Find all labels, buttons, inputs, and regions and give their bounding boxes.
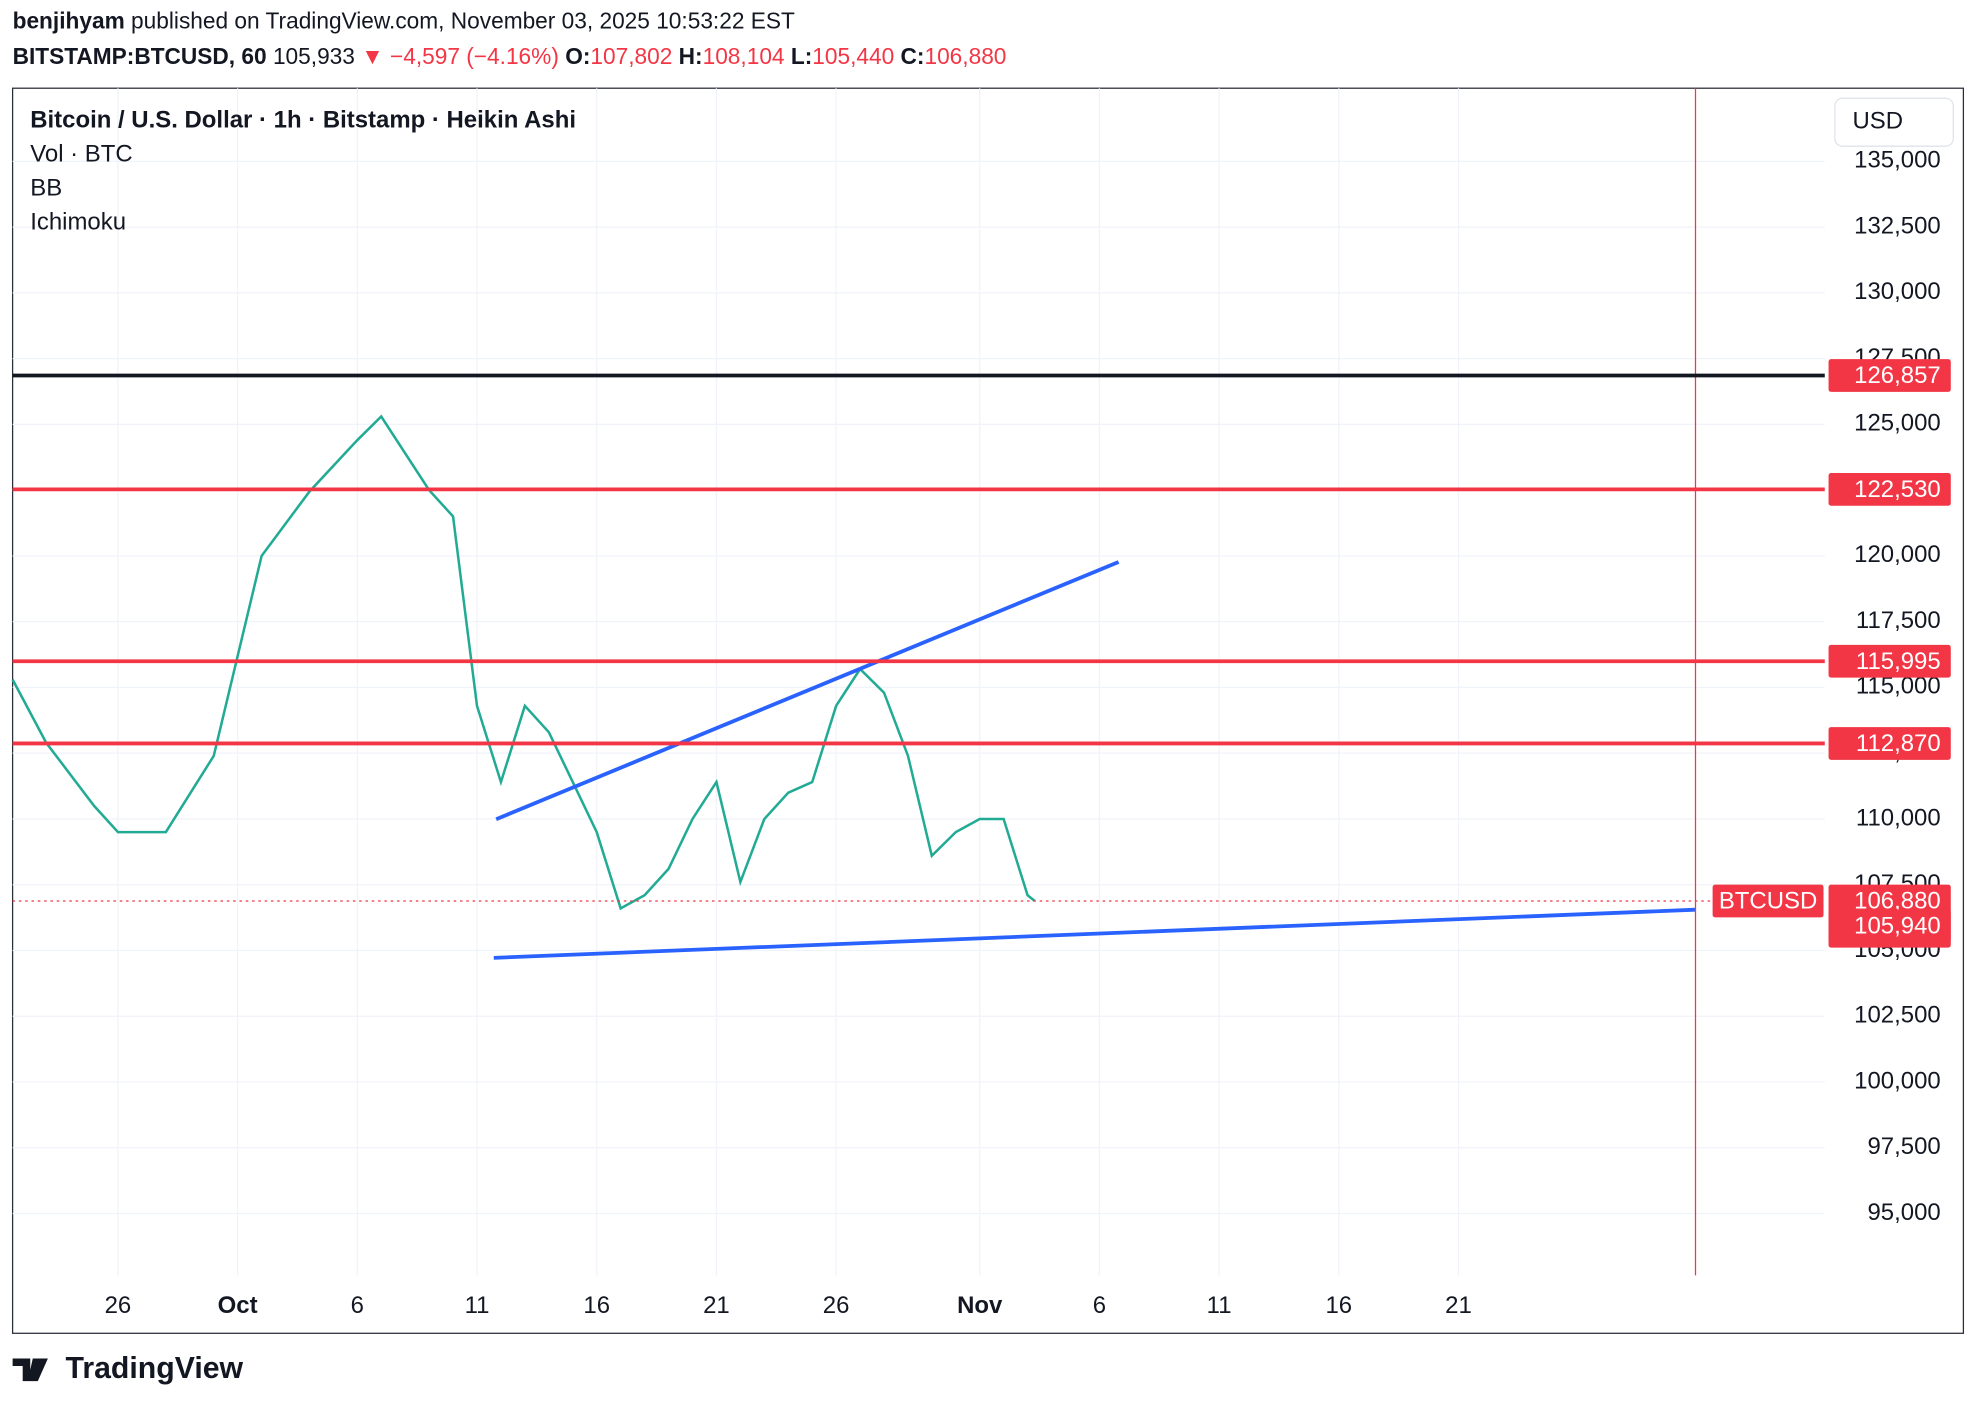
header-line-2: BITSTAMP:BTCUSD, 60 105,933 ▼ −4,597 (−4… xyxy=(13,43,1007,69)
header-line-1: benjihyam published on TradingView.com, … xyxy=(13,8,795,34)
x-tick-label: 16 xyxy=(583,1292,610,1319)
level-label: 115,995 xyxy=(1856,648,1941,675)
legend-item: BB xyxy=(30,174,62,201)
x-tick-label: 6 xyxy=(1093,1292,1106,1319)
trendline xyxy=(495,560,1120,821)
level-label: 126,857 xyxy=(1854,362,1941,389)
low-label: L: xyxy=(791,43,812,69)
y-tick-label: 117,500 xyxy=(1856,607,1941,634)
y-tick-label: 120,000 xyxy=(1854,541,1941,568)
series-label-box xyxy=(1712,884,1824,918)
chart-frame xyxy=(11,87,1965,1334)
author: benjihyam xyxy=(13,8,125,34)
currency-button[interactable] xyxy=(1834,97,1954,147)
high-label: H: xyxy=(679,43,703,69)
x-tick-label: 26 xyxy=(105,1292,132,1319)
footer-brand: TradingView xyxy=(66,1352,244,1385)
close: 106,880 xyxy=(924,43,1006,69)
y-tick-label: 130,000 xyxy=(1854,278,1941,305)
legend-title: Bitcoin / U.S. Dollar · 1h · Bitstamp · … xyxy=(30,106,576,133)
x-tick-label: 11 xyxy=(465,1292,490,1319)
x-tick-label: Oct xyxy=(218,1292,258,1319)
y-tick-label: 132,500 xyxy=(1854,212,1941,239)
logo-mark xyxy=(12,1358,48,1382)
level-label-box xyxy=(1828,727,1951,760)
close-label: C: xyxy=(901,43,925,69)
level-label-box xyxy=(1828,644,1951,678)
legend-item: Vol · BTC xyxy=(30,140,132,167)
plot xyxy=(11,88,1825,1276)
x-tick-label: 21 xyxy=(1445,1292,1472,1319)
price-line xyxy=(11,414,1036,911)
trendline xyxy=(493,907,1696,960)
currency[interactable]: USD xyxy=(1852,108,1903,135)
open: 107,802 xyxy=(590,43,672,69)
level-label: 112,870 xyxy=(1856,730,1941,757)
change: −4,597 (−4.16%) xyxy=(390,43,559,69)
published: published on TradingView.com, November 0… xyxy=(131,8,795,34)
last-price: 105,933 xyxy=(273,43,355,69)
arrow: ▼ xyxy=(361,43,383,69)
series-label: BTCUSD xyxy=(1719,888,1817,915)
x-tick-label: Nov xyxy=(957,1292,1003,1319)
x-tick-label: 6 xyxy=(351,1292,364,1319)
y-tick-label: 102,500 xyxy=(1854,1002,1941,1029)
x-tick-label: 16 xyxy=(1325,1292,1352,1319)
x-tick-label: 11 xyxy=(1207,1292,1232,1319)
low-label-box xyxy=(1828,909,1951,943)
level-label-box xyxy=(1828,472,1951,506)
y-tick-label: 125,000 xyxy=(1854,410,1941,437)
level-label-box xyxy=(1828,359,1951,392)
open-label: O: xyxy=(565,43,590,69)
y-tick-label: 97,500 xyxy=(1867,1133,1940,1160)
legend-item: Ichimoku xyxy=(30,208,126,235)
low-label: 105,940 xyxy=(1854,912,1941,939)
y-tick-label: 95,000 xyxy=(1867,1199,1940,1226)
high: 108,104 xyxy=(703,43,785,69)
y-tick-label: 100,000 xyxy=(1854,1067,1941,1094)
level-label: 122,530 xyxy=(1854,476,1941,503)
low: 105,440 xyxy=(812,43,894,69)
y-tick-label: 110,000 xyxy=(1856,804,1941,831)
symbol: BITSTAMP:BTCUSD, 60 xyxy=(13,43,267,69)
x-tick-label: 26 xyxy=(823,1292,850,1319)
logo: TradingView xyxy=(12,1352,244,1385)
y-tick-label: 135,000 xyxy=(1854,147,1941,174)
x-tick-label: 21 xyxy=(703,1292,730,1319)
